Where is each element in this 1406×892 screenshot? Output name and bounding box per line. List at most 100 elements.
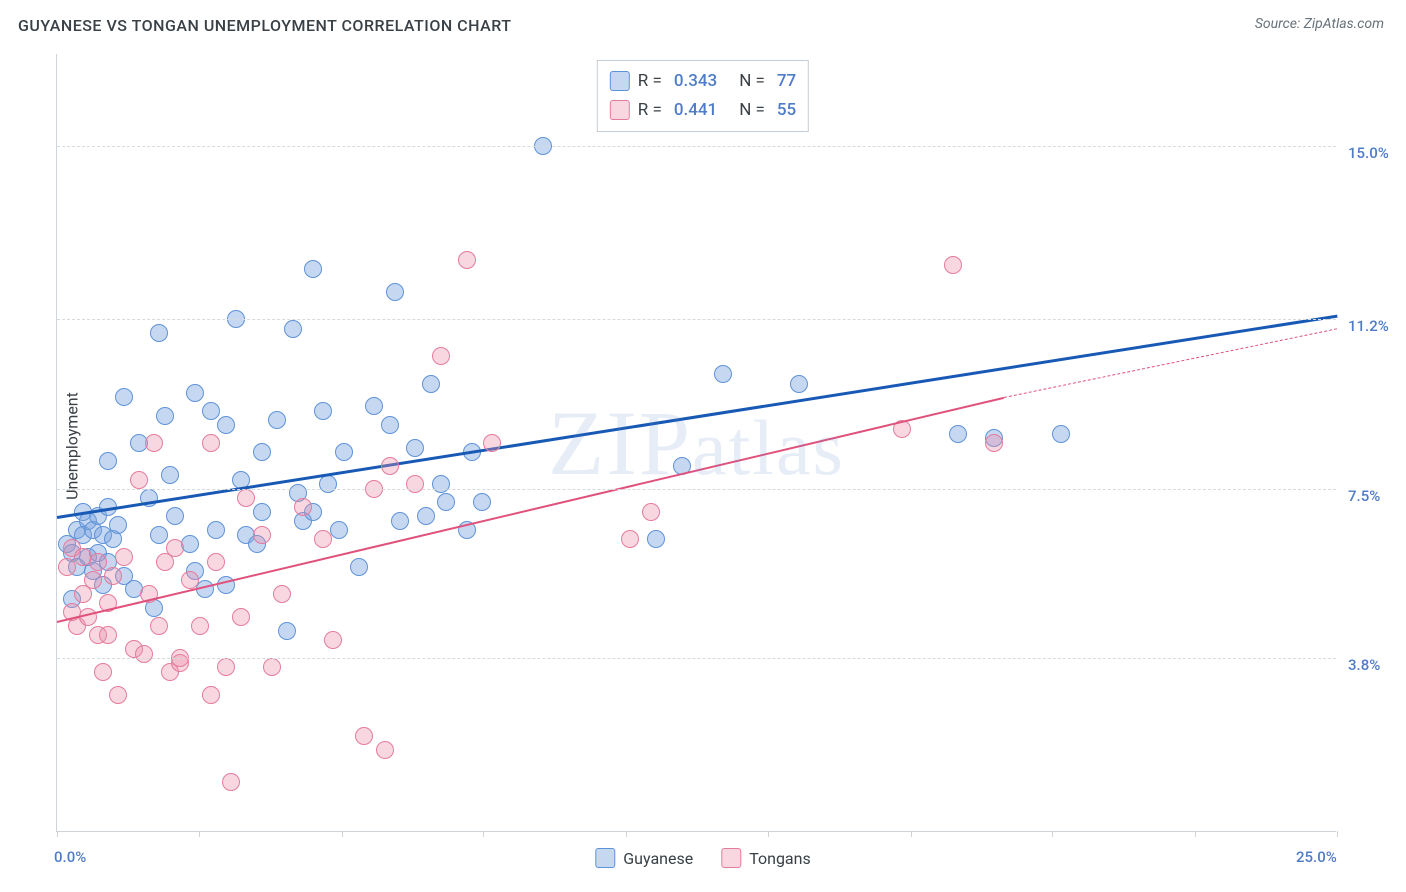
scatter-point (217, 416, 235, 434)
scatter-point (642, 503, 660, 521)
scatter-point (278, 622, 296, 640)
scatter-point (94, 663, 112, 681)
scatter-point (437, 493, 455, 511)
scatter-point (222, 773, 240, 791)
scatter-point (150, 617, 168, 635)
y-tick-label: 11.2% (1348, 317, 1389, 335)
gridline (57, 489, 1336, 490)
scatter-point (186, 384, 204, 402)
legend-swatch (721, 848, 741, 868)
scatter-point (330, 521, 348, 539)
scatter-point (253, 526, 271, 544)
scatter-point (181, 571, 199, 589)
scatter-point (99, 452, 117, 470)
scatter-point (406, 439, 424, 457)
legend-series: Guyanese Tongans (595, 848, 810, 868)
x-tick-label: 25.0% (1296, 848, 1337, 866)
scatter-point (647, 530, 665, 548)
scatter-point (202, 434, 220, 452)
scatter-point (376, 741, 394, 759)
scatter-point (458, 251, 476, 269)
chart-title: GUYANESE VS TONGAN UNEMPLOYMENT CORRELAT… (18, 16, 512, 35)
plot-area: ZIPatlas (56, 54, 1336, 832)
scatter-point (109, 516, 127, 534)
x-tick (342, 831, 343, 837)
scatter-point (191, 617, 209, 635)
y-tick-label: 3.8% (1348, 656, 1380, 674)
scatter-point (207, 521, 225, 539)
scatter-point (417, 507, 435, 525)
scatter-point (99, 626, 117, 644)
legend-series-label: Guyanese (623, 849, 693, 868)
legend-series-item: Tongans (721, 848, 811, 868)
scatter-point (319, 475, 337, 493)
scatter-point (473, 493, 491, 511)
n-value: 77 (777, 67, 796, 96)
gridline (57, 319, 1336, 320)
legend-correlation-row: R =0.343N =77 (610, 67, 796, 96)
scatter-point (253, 503, 271, 521)
scatter-point (181, 535, 199, 553)
scatter-point (273, 585, 291, 603)
legend-swatch (610, 100, 630, 120)
scatter-point (790, 375, 808, 393)
scatter-point (432, 475, 450, 493)
scatter-point (253, 443, 271, 461)
scatter-point (115, 548, 133, 566)
r-label: R = (638, 96, 662, 125)
scatter-point (621, 530, 639, 548)
scatter-point (422, 375, 440, 393)
scatter-point (355, 727, 373, 745)
scatter-point (202, 686, 220, 704)
scatter-point (150, 526, 168, 544)
scatter-point (217, 658, 235, 676)
scatter-point (365, 397, 383, 415)
y-tick-label: 15.0% (1348, 144, 1389, 162)
gridline (57, 146, 1336, 147)
r-value: 0.343 (674, 67, 717, 96)
scatter-point (232, 608, 250, 626)
scatter-point (391, 512, 409, 530)
x-tick (911, 831, 912, 837)
scatter-point (314, 402, 332, 420)
scatter-point (166, 539, 184, 557)
scatter-point (156, 407, 174, 425)
scatter-point (432, 347, 450, 365)
gridline (57, 658, 1336, 659)
x-tick-label: 0.0% (54, 848, 86, 866)
scatter-point (985, 434, 1003, 452)
scatter-point (115, 388, 133, 406)
scatter-point (944, 256, 962, 274)
x-tick (483, 831, 484, 837)
legend-correlation: R = 0.343 N = 77R =0.441N =55 (597, 60, 809, 132)
scatter-point (714, 365, 732, 383)
scatter-point (350, 558, 368, 576)
scatter-point (207, 553, 225, 571)
x-tick (768, 831, 769, 837)
scatter-point (104, 567, 122, 585)
scatter-point (268, 411, 286, 429)
scatter-point (284, 320, 302, 338)
scatter-point (1052, 425, 1070, 443)
n-label: N = (739, 67, 765, 96)
scatter-point (109, 686, 127, 704)
scatter-point (386, 283, 404, 301)
scatter-point (324, 631, 342, 649)
x-tick (626, 831, 627, 837)
n-label: N = (739, 96, 765, 125)
scatter-point (150, 324, 168, 342)
scatter-point (166, 507, 184, 525)
x-tick (1052, 831, 1053, 837)
scatter-point (135, 645, 153, 663)
x-tick (1337, 831, 1338, 837)
x-tick (57, 831, 58, 837)
scatter-point (89, 553, 107, 571)
scatter-point (84, 571, 102, 589)
scatter-point (304, 260, 322, 278)
scatter-point (314, 530, 332, 548)
scatter-point (130, 471, 148, 489)
scatter-point (483, 434, 501, 452)
chart-source: Source: ZipAtlas.com (1255, 16, 1384, 32)
legend-correlation-row: R =0.441N =55 (610, 96, 796, 125)
scatter-point (335, 443, 353, 461)
